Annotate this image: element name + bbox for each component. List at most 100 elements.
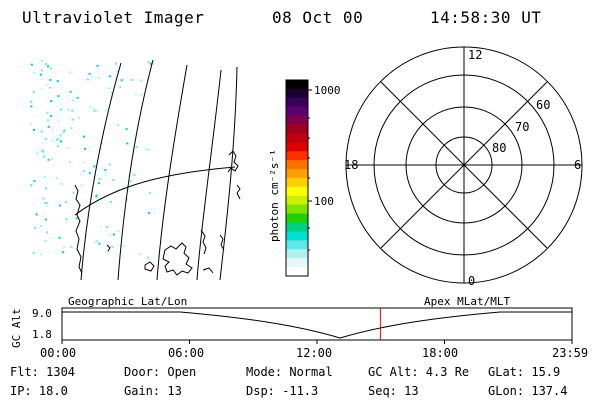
uv-speckle bbox=[138, 253, 141, 256]
door-status: Door: Open bbox=[124, 365, 197, 379]
uv-speckle bbox=[130, 78, 133, 81]
uv-speckle bbox=[72, 118, 75, 121]
uv-speckle bbox=[50, 157, 53, 160]
timeline-xtick-1800: 18:00 bbox=[422, 346, 459, 360]
uv-speckle bbox=[110, 91, 113, 94]
uv-speckle bbox=[147, 61, 150, 63]
colorbar-swatch bbox=[286, 160, 308, 170]
uv-speckle bbox=[84, 147, 87, 150]
uv-speckle bbox=[40, 88, 43, 91]
uv-speckle bbox=[62, 131, 65, 134]
uv-speckle bbox=[36, 152, 39, 155]
uv-speckle bbox=[50, 100, 53, 102]
uv-speckle bbox=[50, 67, 53, 70]
uv-speckle bbox=[55, 177, 58, 180]
timeline-ytick-9: 9.0 bbox=[32, 307, 52, 320]
uv-speckle bbox=[44, 63, 47, 65]
uv-speckle bbox=[70, 246, 73, 249]
colorbar-swatch bbox=[286, 204, 308, 215]
uv-speckle bbox=[112, 179, 115, 181]
uv-speckle bbox=[56, 80, 59, 83]
uv-speckle bbox=[106, 225, 109, 228]
uv-speckle bbox=[120, 244, 123, 247]
time-label: 14:58:30 UT bbox=[430, 8, 542, 27]
uv-speckle bbox=[46, 119, 49, 122]
uv-speckle bbox=[134, 93, 137, 96]
uv-speckle bbox=[63, 129, 66, 131]
colorbar-swatch bbox=[286, 106, 308, 117]
colorbar-swatch bbox=[286, 88, 308, 99]
uv-speckle bbox=[72, 191, 75, 194]
uv-speckle bbox=[133, 173, 136, 176]
uv-speckle bbox=[116, 70, 119, 73]
uv-speckle bbox=[95, 110, 97, 112]
uv-speckle bbox=[35, 213, 38, 216]
uv-speckle bbox=[71, 109, 74, 112]
uv-speckle bbox=[57, 120, 60, 123]
uv-speckle bbox=[30, 123, 33, 126]
uv-speckle bbox=[129, 180, 132, 183]
colorbar-swatch bbox=[286, 142, 308, 152]
ip-value: IP: 18.0 bbox=[10, 384, 68, 398]
uv-speckle bbox=[98, 242, 101, 245]
colorbar-swatch bbox=[286, 240, 308, 250]
uv-speckle bbox=[41, 60, 44, 62]
uv-speckle bbox=[108, 163, 111, 166]
uv-speckle bbox=[107, 251, 110, 253]
dsp-value: Dsp: -11.3 bbox=[246, 384, 319, 398]
uv-speckle bbox=[60, 183, 63, 185]
colorbar-swatch bbox=[286, 97, 308, 108]
colorbar-unit-label: photon cm⁻²s⁻¹ bbox=[268, 149, 281, 242]
uv-speckle bbox=[96, 240, 99, 242]
colorbar-swatch bbox=[286, 258, 308, 268]
gc-altitude: GC Alt: 4.3 Re bbox=[368, 365, 470, 379]
geo-longitude: GLon: 137.4 bbox=[488, 384, 568, 398]
altitude-curve bbox=[62, 311, 572, 339]
uv-speckle bbox=[80, 173, 83, 176]
instrument-title: Ultraviolet Imager bbox=[22, 8, 205, 27]
uv-speckle bbox=[47, 158, 50, 161]
uv-speckle bbox=[111, 245, 114, 248]
colorbar-tick-100: 100 bbox=[314, 195, 334, 208]
uv-speckle bbox=[80, 184, 83, 187]
timeline-xtick-2359: 23:59 bbox=[552, 346, 589, 360]
uv-speckle bbox=[125, 128, 128, 131]
uv-speckle bbox=[30, 105, 33, 108]
uv-speckle bbox=[75, 217, 78, 220]
uv-speckle bbox=[86, 78, 89, 81]
uv-speckle bbox=[63, 246, 66, 249]
colorbar-swatch bbox=[286, 222, 308, 232]
uv-speckle bbox=[112, 233, 115, 236]
uv-speckle bbox=[30, 100, 33, 103]
uv-speckle bbox=[34, 226, 36, 229]
altitude-timeline: GC Alt 9.0 1.8 bbox=[10, 307, 573, 348]
mlat-label-60: 60 bbox=[536, 98, 550, 112]
mlat-label-70: 70 bbox=[515, 120, 529, 134]
uv-speckle bbox=[43, 155, 46, 158]
colorbar-swatch bbox=[286, 115, 308, 126]
polar-grid bbox=[345, 46, 583, 284]
uv-speckle bbox=[56, 138, 59, 140]
uv-speckle bbox=[45, 201, 48, 204]
colorbar-tickmarks bbox=[308, 89, 312, 251]
uv-speckle bbox=[82, 135, 85, 138]
uv-speckle bbox=[44, 202, 47, 205]
uv-speckle bbox=[50, 115, 53, 118]
uv-speckle bbox=[44, 239, 47, 242]
uv-speckle bbox=[104, 168, 107, 171]
flight-number: Flt: 1304 bbox=[10, 365, 76, 379]
uv-speckle bbox=[32, 251, 35, 254]
uv-speckle bbox=[108, 87, 111, 90]
uv-speckle bbox=[117, 124, 119, 126]
uv-speckle bbox=[33, 72, 36, 75]
uv-speckle bbox=[147, 256, 150, 259]
uv-speckle bbox=[83, 169, 86, 172]
colorbar-swatch bbox=[286, 267, 308, 277]
uv-speckle bbox=[51, 128, 54, 131]
mlt-label-18: 18 bbox=[344, 158, 358, 172]
uv-speckle bbox=[123, 245, 126, 247]
uv-speckle bbox=[49, 86, 52, 89]
uv-speckle bbox=[100, 148, 103, 151]
uv-speckle bbox=[126, 142, 129, 145]
uv-speckle bbox=[46, 231, 48, 234]
